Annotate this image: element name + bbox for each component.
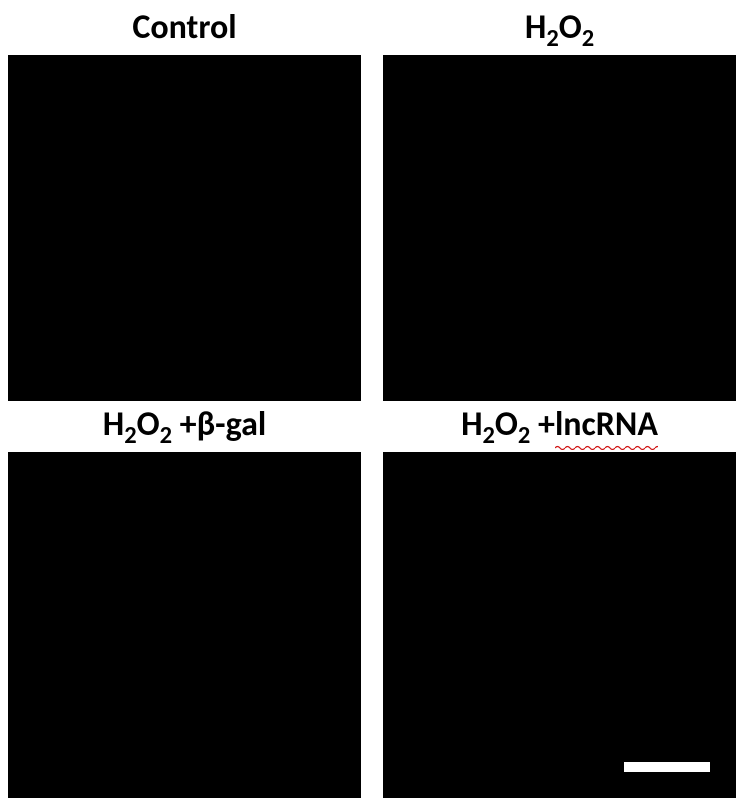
figure-grid: Control H2O2 H2O2 +β-gal H2O2 +lncRNA — [8, 8, 736, 798]
panel-label-control: Control — [8, 8, 361, 51]
panel-label-h2o2-lncrna: H2O2 +lncRNA — [383, 405, 736, 448]
panel-label-h2o2-bgal: H2O2 +β-gal — [8, 405, 361, 448]
panel-image-h2o2 — [383, 55, 736, 401]
panel-label-h2o2: H2O2 — [383, 8, 736, 51]
panel-image-h2o2-bgal — [8, 452, 361, 798]
panel-image-h2o2-lncrna — [383, 452, 736, 798]
panel-image-control — [8, 55, 361, 401]
scale-bar — [624, 762, 710, 772]
